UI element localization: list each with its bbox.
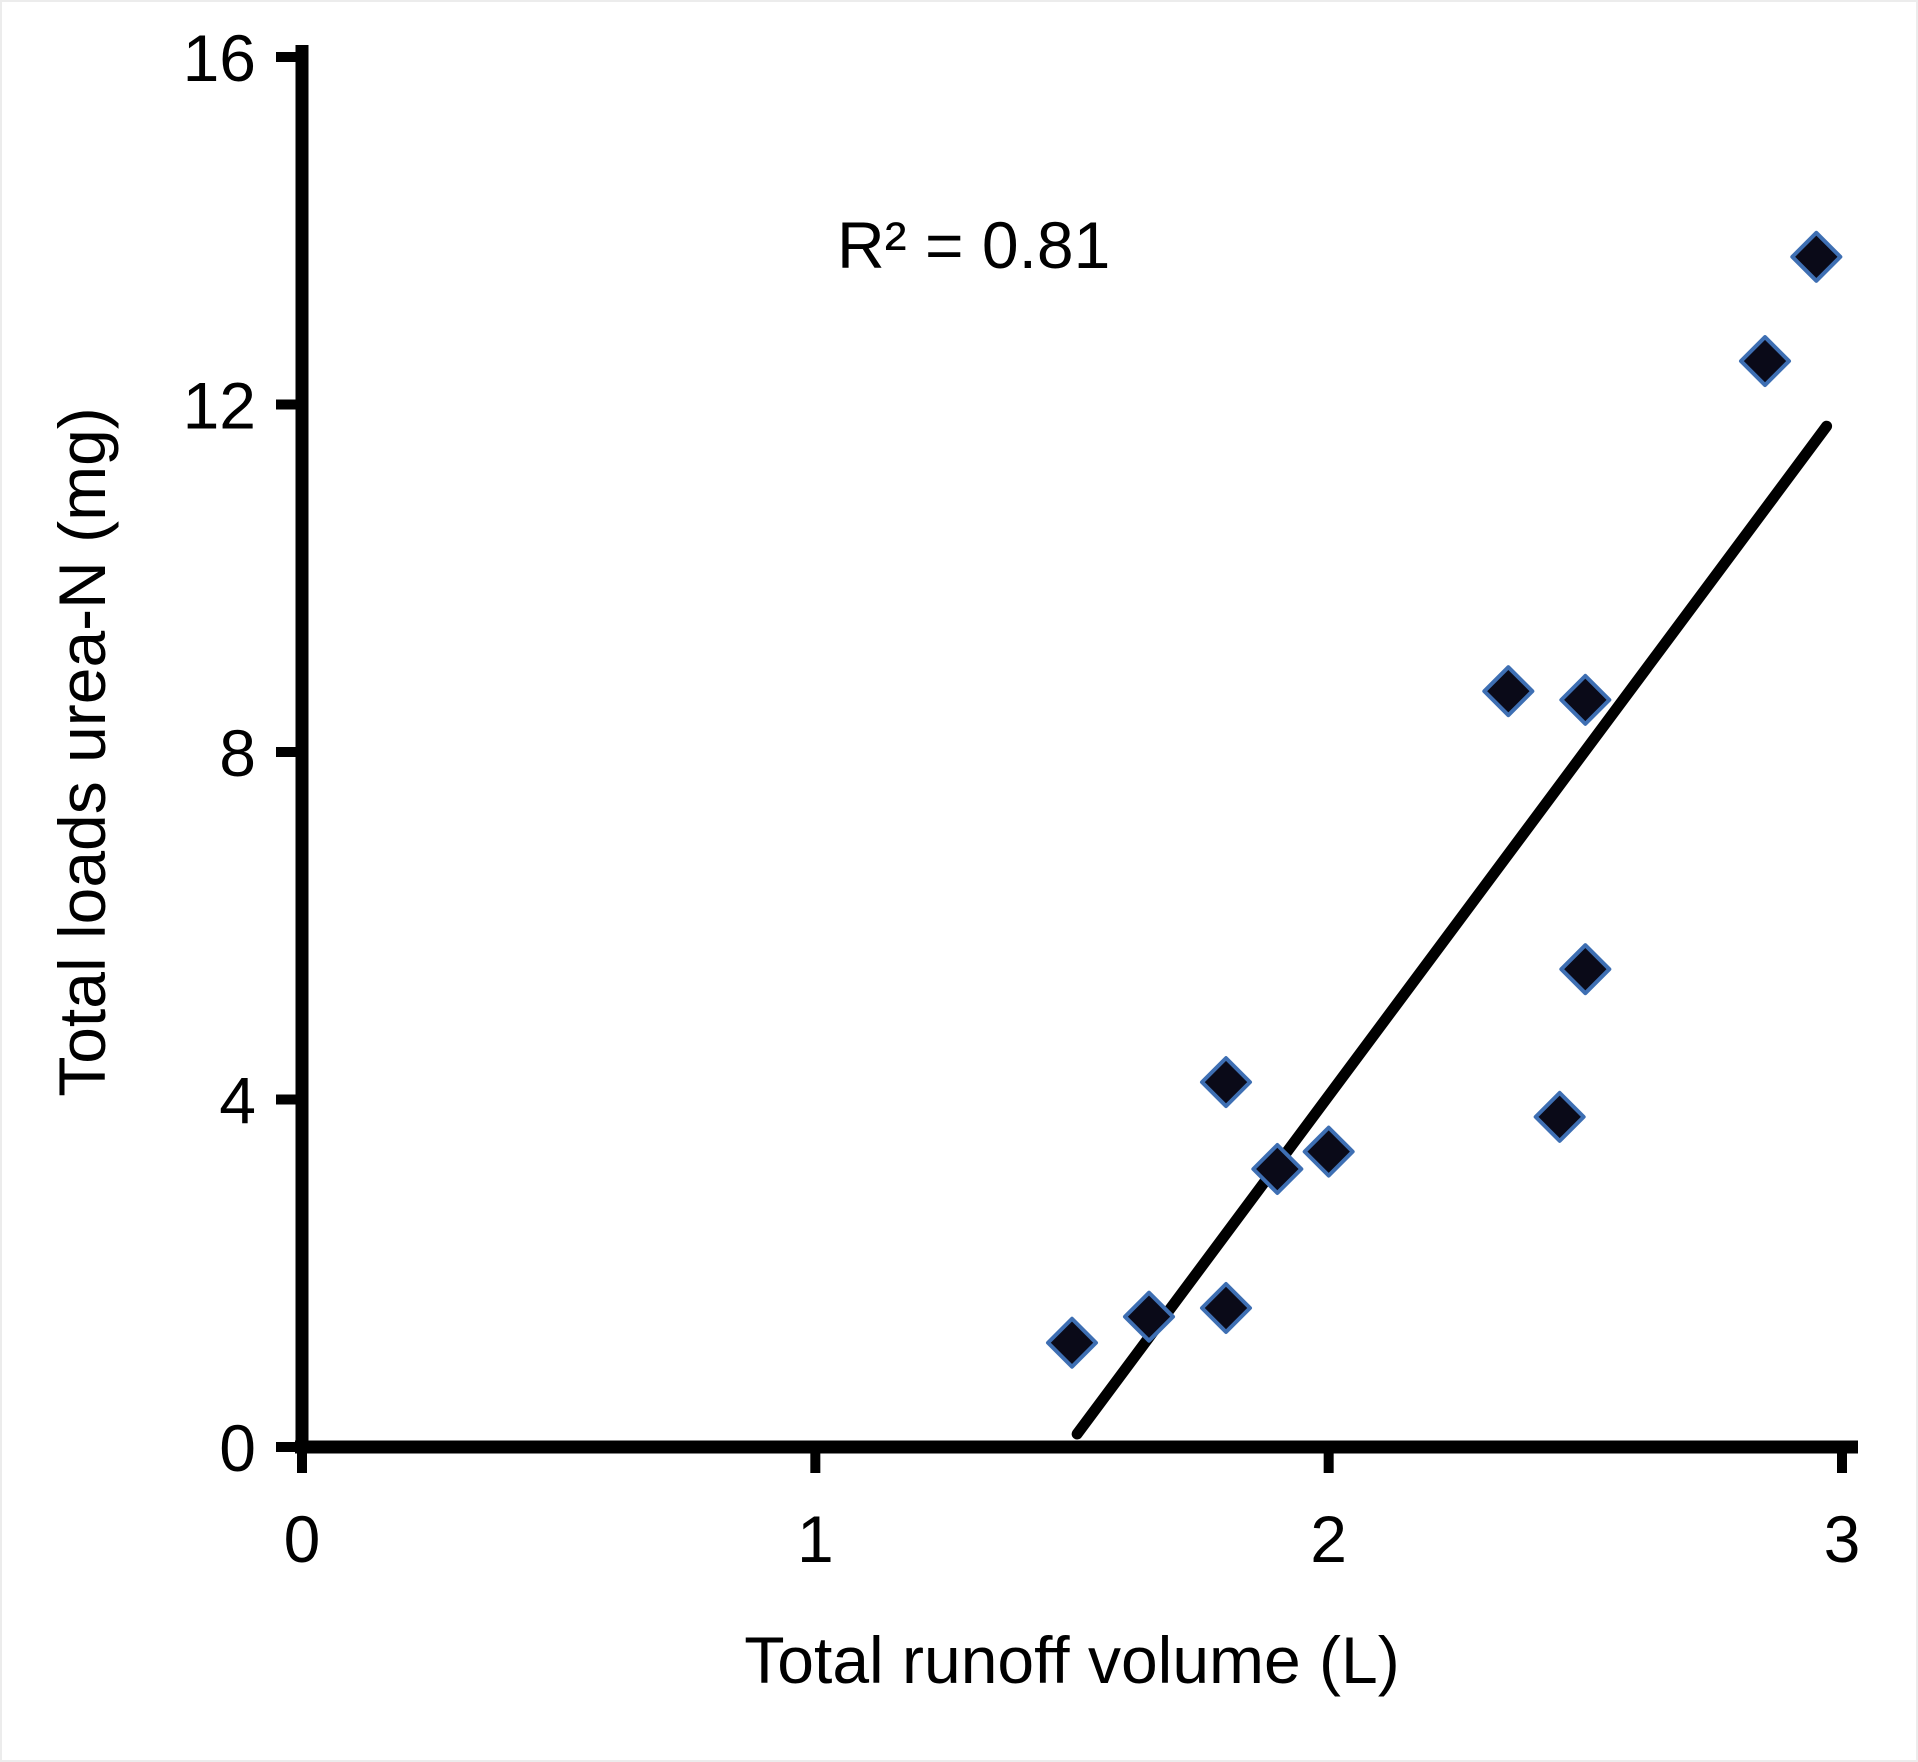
- data-point: [1046, 1316, 1098, 1369]
- data-point: [1200, 1282, 1252, 1334]
- data-point: [1302, 1125, 1355, 1178]
- x-axis-label: Total runoff volume (L): [744, 1623, 1400, 1697]
- x-tick-label: 3: [1824, 1502, 1861, 1576]
- x-tick-label: 0: [284, 1502, 321, 1576]
- y-tick-label: 8: [219, 716, 256, 790]
- r-squared-annotation: R² = 0.81: [837, 208, 1111, 282]
- data-point: [1739, 335, 1791, 388]
- trendline: [1071, 420, 1833, 1440]
- y-axis-label: Total loads urea-N (mg): [45, 407, 119, 1097]
- y-tick-label: 16: [183, 21, 256, 95]
- x-tick-label: 2: [1310, 1502, 1347, 1576]
- data-point: [1123, 1290, 1175, 1343]
- data-point: [1251, 1143, 1304, 1195]
- data-point: [1533, 1090, 1586, 1143]
- data-point: [1200, 1056, 1252, 1109]
- data-point: [1482, 665, 1535, 718]
- data-point: [1559, 943, 1612, 996]
- y-tick-label: 12: [183, 369, 256, 443]
- data-point: [1559, 673, 1612, 726]
- y-tick-label: 4: [219, 1064, 256, 1138]
- data-point: [1790, 230, 1843, 283]
- x-tick-label: 1: [797, 1502, 834, 1576]
- y-tick-label: 0: [219, 1411, 256, 1485]
